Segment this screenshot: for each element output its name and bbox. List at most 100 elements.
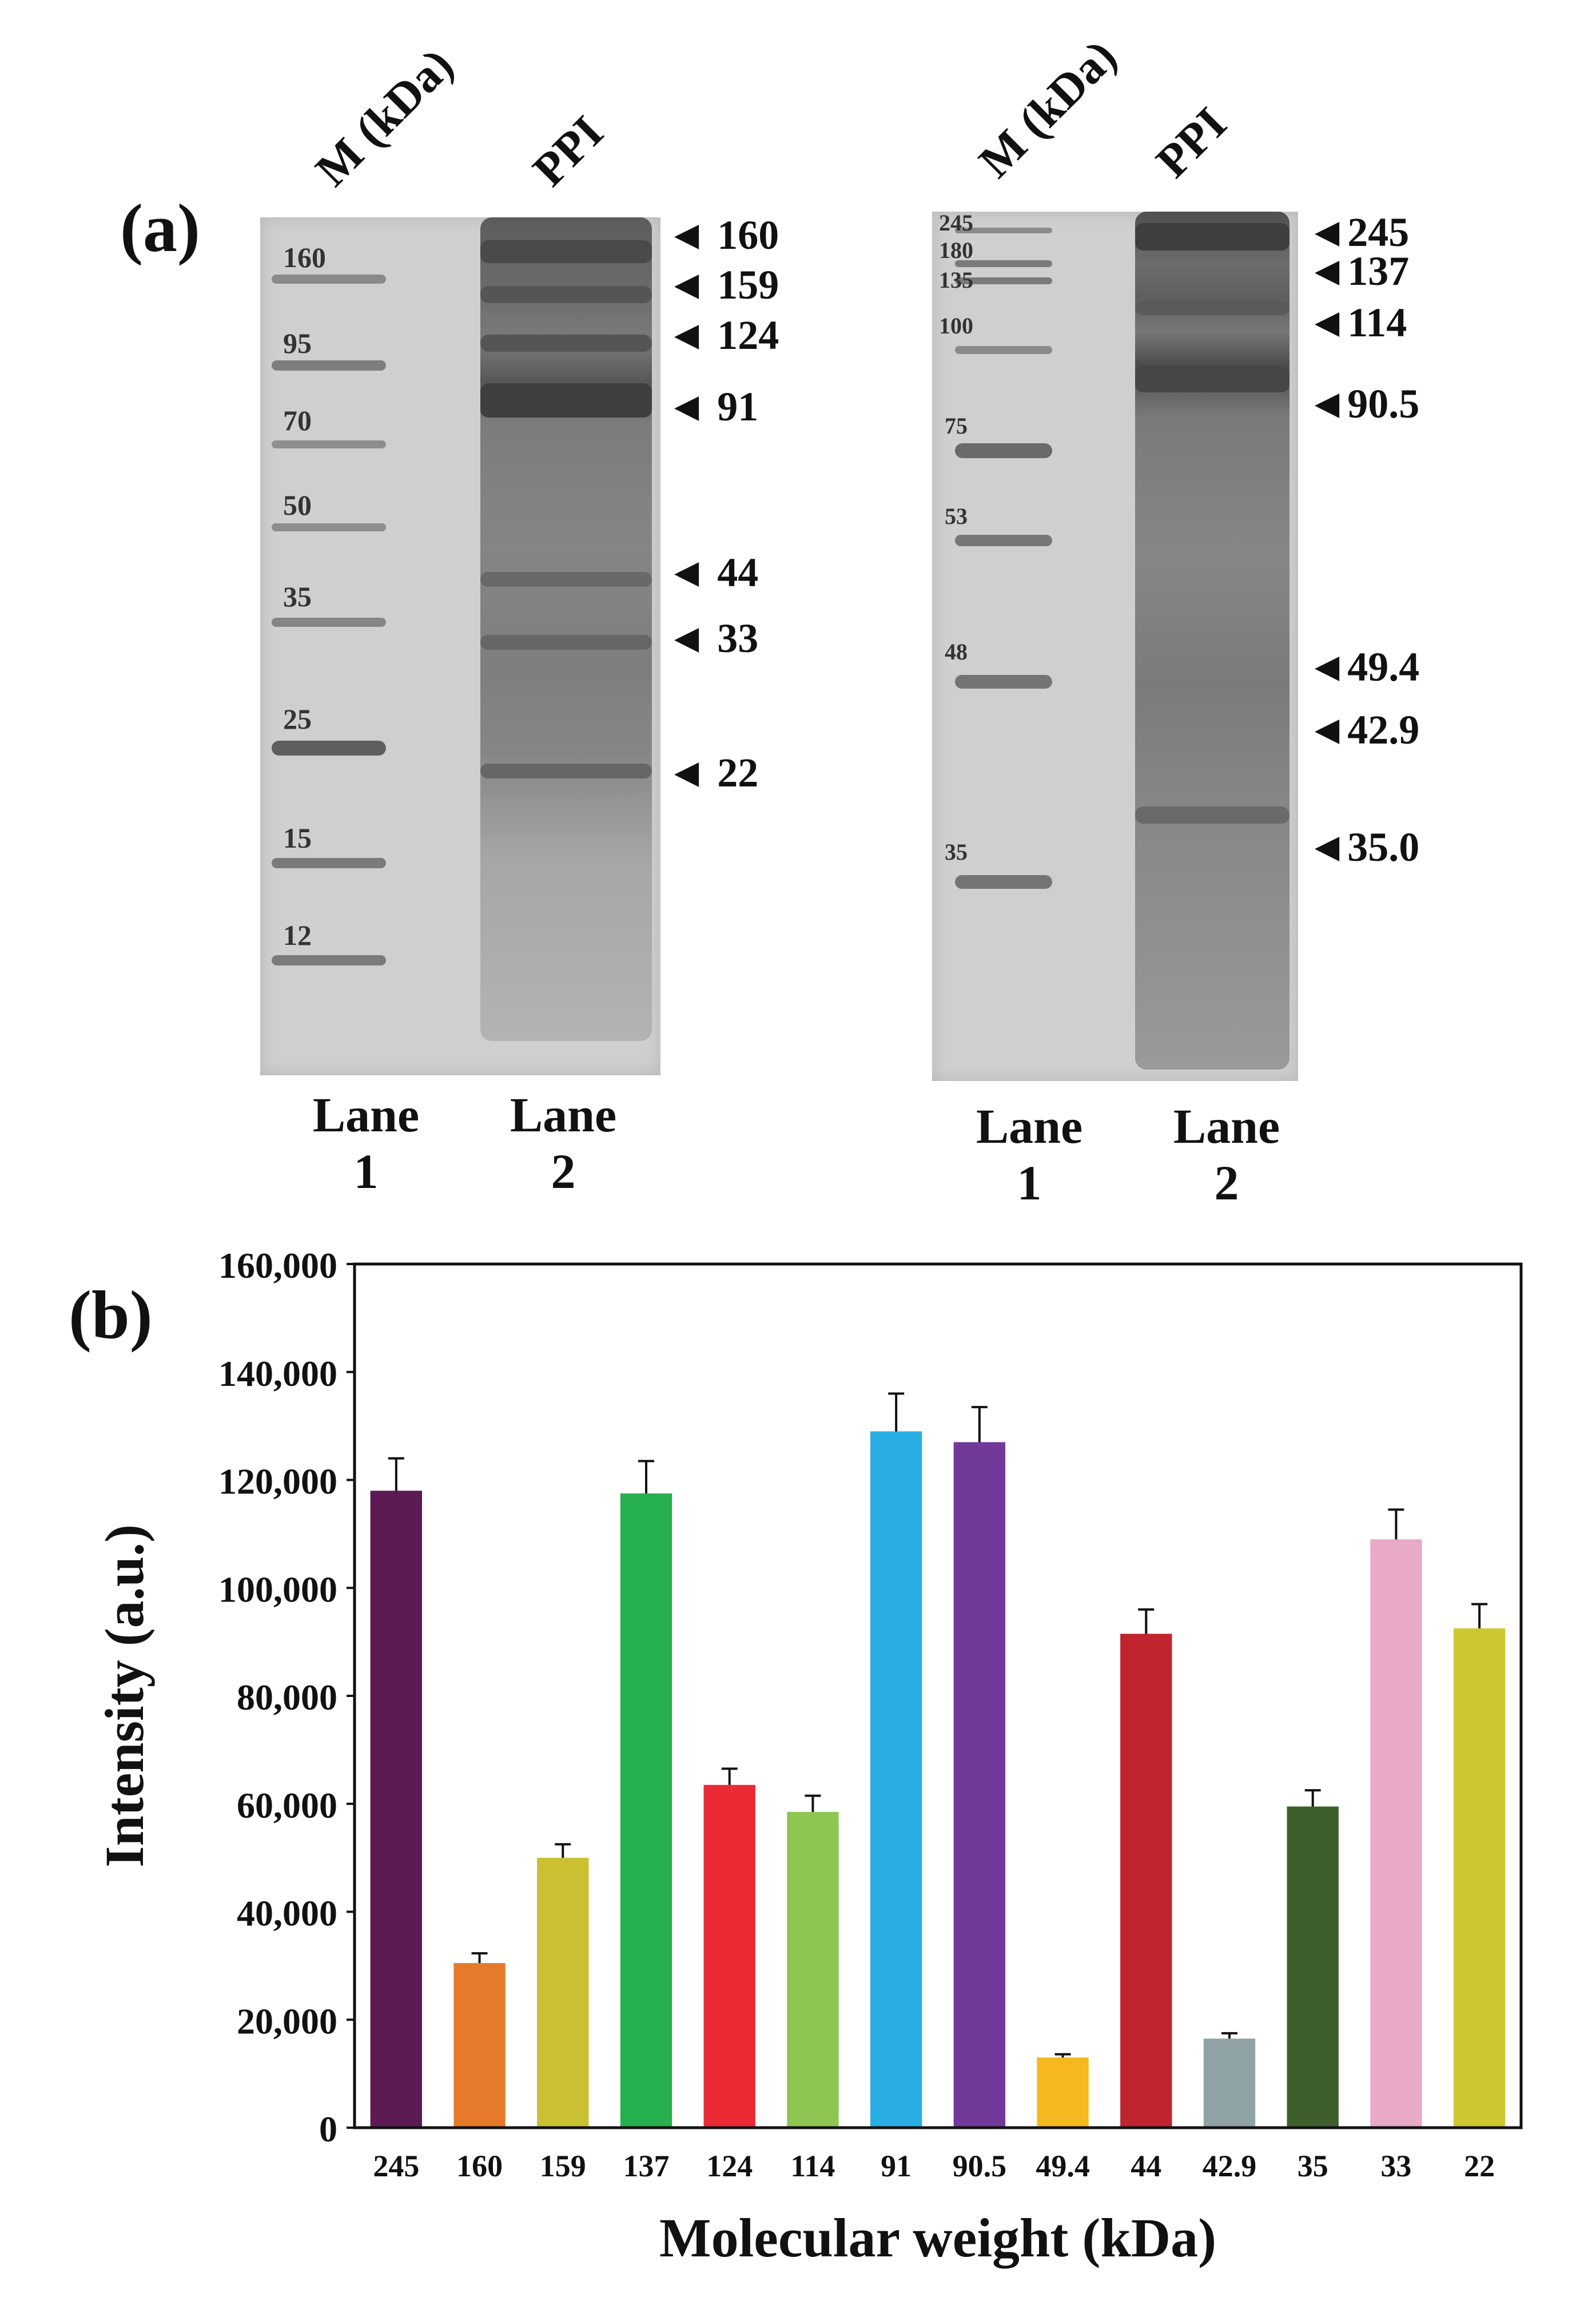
error-bar-33 — [1388, 1508, 1404, 1540]
gel2-marker-band — [955, 875, 1052, 889]
arrow-icon: ◄ — [1307, 707, 1348, 753]
arrow-icon: ◄ — [666, 384, 707, 430]
gel2-lane2-footer: Lane 2 — [1173, 1099, 1280, 1210]
error-bar-22 — [1471, 1603, 1488, 1629]
x-tick-label: 114 — [790, 2149, 835, 2183]
gel1-lane2-footer: Lane 2 — [510, 1087, 617, 1199]
error-bar-44 — [1138, 1608, 1155, 1634]
arrow-icon: ◄ — [1307, 300, 1348, 345]
x-tick-label: 137 — [623, 2149, 670, 2183]
bar-114 — [787, 1811, 839, 2128]
gel2-marker-label: 53 — [945, 503, 968, 529]
gel2-marker-band — [955, 260, 1052, 267]
error-bar-35 — [1304, 1789, 1321, 1807]
gel1-marker-band — [272, 440, 386, 448]
arrow-icon: ◄ — [1307, 209, 1348, 255]
bar-124 — [703, 1785, 755, 2128]
gel1-marker-label: 35 — [283, 581, 312, 613]
gel2-lane1-footer: Lane 1 — [976, 1099, 1083, 1210]
x-tick-label: 245 — [373, 2149, 419, 2183]
gel2-marker-band — [955, 535, 1052, 546]
bar-35 — [1287, 1806, 1339, 2128]
gel1-image: 160 95 70 50 35 25 15 12 — [260, 217, 660, 1075]
error-bar-90.5 — [971, 1406, 988, 1442]
gel1-lane1-footer: Lane 1 — [312, 1087, 420, 1199]
gel1-ppi-band — [480, 335, 652, 352]
gel1-marker-band — [272, 523, 386, 531]
gel2-marker-label: 35 — [945, 839, 968, 865]
error-bar-91 — [888, 1392, 905, 1432]
gel2-ppi-band — [1135, 223, 1289, 251]
x-tick-label: 160 — [456, 2149, 503, 2183]
bar-22 — [1453, 1628, 1506, 2128]
bar-137 — [620, 1493, 672, 2128]
error-bar-49.4 — [1054, 2053, 1071, 2058]
y-tick-label: 80,000 — [237, 1677, 337, 1718]
gel1-marker-label: 70 — [283, 404, 312, 436]
gel2-marker-band — [955, 675, 1052, 689]
gel1-marker-band — [272, 360, 386, 371]
bar-42.9 — [1203, 2038, 1256, 2128]
gel1-marker-label: 160 — [283, 241, 326, 273]
arrow-icon: ◄ — [1307, 644, 1348, 690]
gel1-band-annotation: ◄ 22 — [666, 750, 759, 796]
gel1-marker-label: 95 — [283, 327, 312, 359]
gel2-ppi-band — [1135, 300, 1289, 315]
gel1-band-annotation: ◄ 160 — [666, 212, 779, 258]
gel2-ppi-lane — [1135, 212, 1289, 1070]
bar-44 — [1120, 1634, 1172, 2128]
x-tick-label: 35 — [1298, 2149, 1328, 2183]
arrow-icon: ◄ — [1307, 381, 1348, 427]
gel2-band-annotation: ◄137 — [1307, 248, 1410, 294]
panel-b-label: (b) — [69, 1277, 153, 1353]
gel2-marker-label: 100 — [939, 313, 973, 339]
plot-frame — [353, 1262, 1523, 2129]
gel2-marker-label: 75 — [945, 413, 968, 439]
error-bar-245 — [388, 1457, 404, 1491]
x-tick-label: 42.9 — [1203, 2149, 1257, 2183]
gel1-ppi-band — [480, 764, 652, 778]
error-bar-160 — [471, 1952, 488, 1964]
gel2-ppi-band — [1135, 366, 1289, 392]
bar-160 — [453, 1963, 506, 2128]
gel2-band-annotation: ◄35.0 — [1307, 824, 1420, 870]
y-axis-label: Intensity (a.u.) — [94, 1524, 155, 1867]
gel1-marker-label: 12 — [283, 919, 312, 951]
gel2-band-annotation: ◄42.9 — [1307, 707, 1420, 753]
gel1-marker-band — [272, 618, 386, 627]
y-tick-label: 100,000 — [218, 1569, 337, 1609]
y-tick-label: 160,000 — [218, 1245, 337, 1286]
gel2-marker-band — [955, 277, 1052, 284]
gel1-header-ppi: PPI — [523, 105, 613, 196]
y-tick-label: 60,000 — [237, 1785, 337, 1826]
gel1-ppi-lane — [480, 217, 652, 1041]
gel1-band-annotation: ◄ 124 — [666, 312, 779, 358]
gel1-ppi-band — [480, 286, 652, 303]
gel2-ppi-band — [1135, 806, 1289, 824]
bar-91 — [870, 1431, 922, 2128]
panel-a-label: (a) — [120, 190, 200, 266]
x-tick-label: 124 — [706, 2149, 753, 2183]
gel2-band-annotation: ◄114 — [1307, 300, 1407, 345]
y-tick-label: 40,000 — [237, 1893, 337, 1934]
error-bar-137 — [638, 1460, 654, 1494]
bar-49.4 — [1037, 2057, 1089, 2128]
gel2-marker-label: 180 — [939, 237, 973, 263]
arrow-icon: ◄ — [666, 312, 707, 358]
bar-245 — [370, 1491, 423, 2128]
arrow-icon: ◄ — [666, 262, 707, 308]
x-tick-label: 33 — [1380, 2149, 1411, 2183]
y-tick-label: 20,000 — [237, 2001, 337, 2041]
gel1-marker-label: 50 — [283, 489, 312, 521]
bar-159 — [537, 1858, 589, 2128]
x-tick-label: 90.5 — [953, 2149, 1007, 2183]
gel2-header-marker: M (kDa) — [969, 30, 1127, 188]
y-tick-label: 120,000 — [218, 1461, 337, 1502]
arrow-icon: ◄ — [666, 750, 707, 796]
gel2-band-annotation: ◄245 — [1307, 209, 1410, 255]
x-tick-label: 91 — [881, 2149, 912, 2183]
gel1-marker-label: 15 — [283, 822, 312, 854]
gel2-marker-label: 245 — [939, 210, 973, 236]
gel1-band-annotation: ◄ 91 — [666, 384, 759, 430]
x-tick-label: 49.4 — [1036, 2149, 1090, 2183]
